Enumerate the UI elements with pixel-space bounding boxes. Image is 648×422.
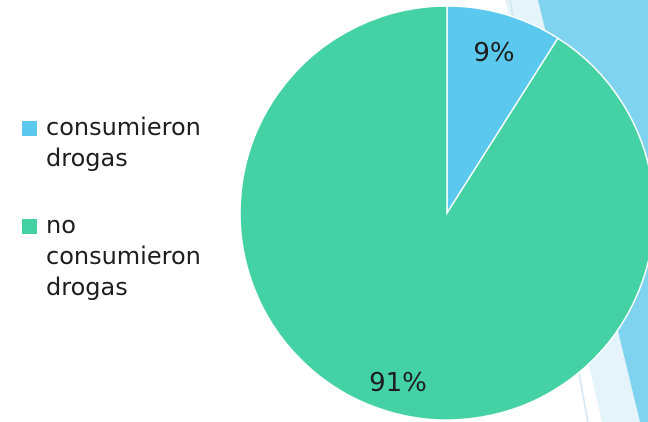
legend-label-consumed: consumieron drogas xyxy=(46,113,201,172)
chart-legend: consumieron drogas no consumieron drogas xyxy=(22,112,242,339)
legend-item-consumed: consumieron drogas xyxy=(22,112,242,174)
legend-swatch-consumed xyxy=(22,121,37,136)
pie-slice-consumed xyxy=(446,5,559,216)
pie-label-consumed: 9% xyxy=(473,38,514,68)
legend-item-not-consumed: no consumieron drogas xyxy=(22,210,242,303)
pie-slice-not-consumed xyxy=(239,5,648,421)
legend-swatch-not-consumed xyxy=(22,219,37,234)
legend-label-not-consumed: no consumieron drogas xyxy=(46,211,201,301)
pie-label-not-consumed: 91% xyxy=(369,368,427,398)
